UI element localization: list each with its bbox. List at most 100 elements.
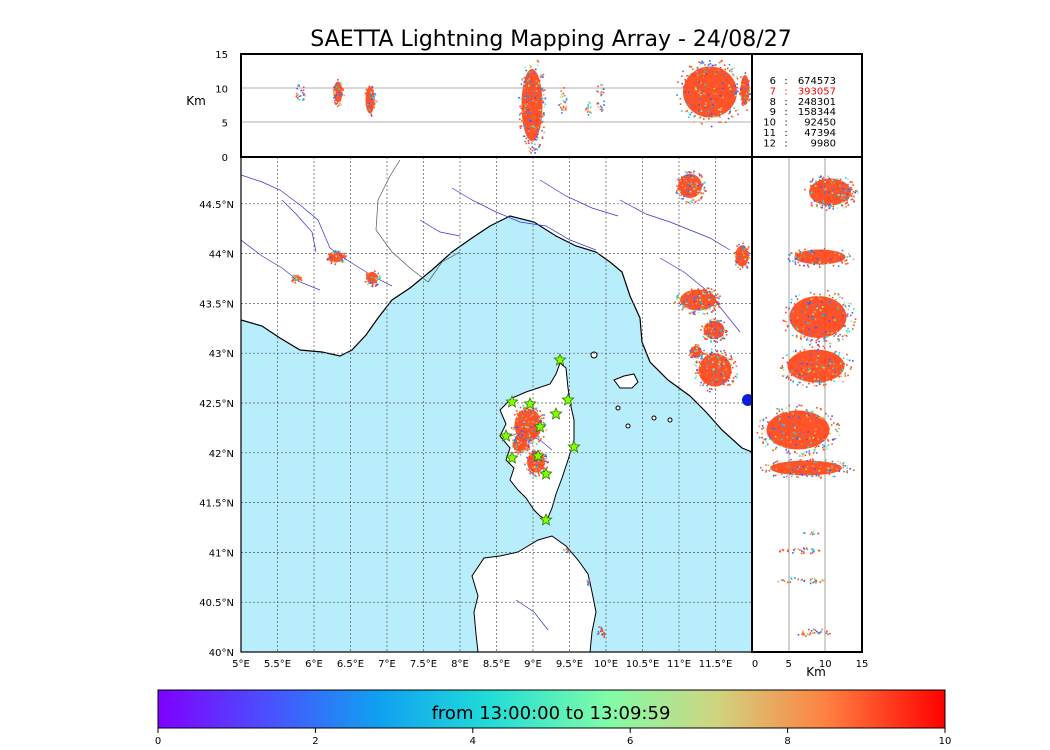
- alt-tick-label: 5: [222, 119, 228, 130]
- station-id: 9: [770, 107, 776, 118]
- country-borders: [375, 159, 461, 283]
- map-graticule: [241, 157, 752, 652]
- station-star-icon: [523, 396, 537, 410]
- lat-tick-label: 42°N: [209, 449, 234, 460]
- station-sep: :: [784, 138, 787, 149]
- lightning-sources-map: [291, 170, 750, 638]
- altitude-unit-top: Km: [186, 94, 206, 108]
- map-panel: [241, 157, 752, 652]
- station-sep: :: [784, 118, 787, 129]
- alt-tick-label: 5: [785, 659, 791, 670]
- station-count: 674573: [798, 76, 836, 87]
- station-sep: :: [784, 107, 787, 118]
- station-star-icon: [539, 512, 553, 526]
- altitude-unit-side: Km: [806, 665, 826, 679]
- station-star-icon: [505, 450, 519, 464]
- station-count: 9980: [811, 138, 836, 149]
- altitude-lat-panel: [756, 157, 859, 652]
- station-star-icon: [549, 406, 563, 420]
- station-count: 393057: [798, 86, 836, 97]
- station-star-icon: [553, 352, 567, 366]
- lightning-sources-alt-lat: [756, 175, 859, 637]
- colorbar-tick-label: 0: [155, 736, 161, 747]
- station-star-icon: [533, 419, 547, 433]
- station-star-icon: [531, 448, 545, 462]
- station-stats-list: 6:6745737:3930578:2483019:15834410:92450…: [763, 76, 836, 149]
- lon-tick-label: 5.5°E: [264, 659, 291, 670]
- colorbar: [157, 689, 946, 729]
- lat-tick-label: 41.5°N: [199, 499, 234, 510]
- station-id: 6: [770, 76, 776, 87]
- station-id: 10: [763, 118, 776, 129]
- longitude-tick-labels: 5°E 5.5°E 6°E 6.5°E 7°E 7.5°E 8°E 8.5°E 9°E 9.5°E…: [232, 659, 732, 670]
- station-sep: :: [784, 86, 787, 97]
- station-stats-box: [751, 53, 863, 158]
- colorbar-tick-label: 4: [470, 736, 476, 747]
- lat-tick-label: 44.5°N: [199, 200, 234, 211]
- alt-tick-label: 10: [215, 84, 228, 95]
- station-id: 7: [770, 86, 776, 97]
- network-center-marker: [742, 394, 752, 406]
- sardinia-island: [471, 535, 597, 652]
- lon-tick-label: 9°E: [524, 659, 542, 670]
- station-id: 11: [763, 128, 776, 139]
- colorbar-tick-label: 8: [784, 736, 790, 747]
- station-count: 92450: [804, 118, 836, 129]
- station-sep: :: [784, 97, 787, 108]
- altitude-tick-labels-top: 0 5 10 15: [215, 50, 228, 164]
- lon-tick-label: 10.5°E: [626, 659, 660, 670]
- station-star-icon: [499, 428, 513, 442]
- lon-tick-label: 9.5°E: [556, 659, 583, 670]
- lat-tick-label: 40°N: [209, 648, 234, 659]
- lat-tick-label: 43.5°N: [199, 299, 234, 310]
- lat-tick-label: 43°N: [209, 349, 234, 360]
- top-panel-frame: [240, 53, 753, 158]
- station-count: 248301: [798, 97, 836, 108]
- alt-tick-label: 0: [222, 153, 228, 164]
- station-id: 8: [770, 97, 776, 108]
- lma-station-markers: [499, 352, 581, 526]
- alt-tick-label: 15: [215, 50, 228, 61]
- side-panel-frame: [751, 156, 863, 653]
- colorbar-tick-label: 2: [312, 736, 318, 747]
- colorbar-tick-label: 10: [939, 736, 952, 747]
- lon-tick-label: 7°E: [378, 659, 396, 670]
- station-star-icon: [539, 466, 553, 480]
- alt-tick-label: 10: [819, 659, 832, 670]
- station-id: 12: [763, 138, 776, 149]
- figure-title: SAETTA Lightning Mapping Array - 24/08/2…: [310, 27, 791, 52]
- station-count: 158344: [798, 107, 836, 118]
- lon-altitude-panel: [241, 59, 752, 154]
- lon-tick-label: 10°E: [594, 659, 618, 670]
- altitude-tick-labels-side: 0 5 10 15: [752, 659, 869, 670]
- lon-tick-label: 8°E: [451, 659, 469, 670]
- lon-tick-label: 6°E: [305, 659, 323, 670]
- station-star-icon: [505, 394, 519, 408]
- lon-tick-label: 7.5°E: [410, 659, 437, 670]
- lat-tick-label: 40.5°N: [199, 598, 234, 609]
- latitude-tick-labels: 40°N 40.5°N 41°N 41.5°N 42°N 42.5°N 43°N 43.5°N…: [199, 200, 234, 659]
- lon-tick-label: 6.5°E: [337, 659, 364, 670]
- coastline: [241, 215, 752, 453]
- station-sep: :: [784, 128, 787, 139]
- alt-tick-label: 0: [752, 659, 758, 670]
- colorbar-ticks: 0 2 4 6 8 10: [155, 728, 952, 747]
- station-star-icon: [567, 439, 581, 453]
- corsica-island: [499, 362, 575, 521]
- lat-tick-label: 41°N: [209, 548, 234, 559]
- alt-tick-label: 15: [856, 659, 869, 670]
- lon-tick-label: 11°E: [667, 659, 691, 670]
- lon-tick-label: 11.5°E: [699, 659, 733, 670]
- lon-tick-label: 8.5°E: [483, 659, 510, 670]
- lon-tick-label: 5°E: [232, 659, 250, 670]
- colorbar-label: from 13:00:00 to 13:09:59: [432, 703, 671, 724]
- station-star-icon: [561, 392, 575, 406]
- lat-tick-label: 42.5°N: [199, 399, 234, 410]
- station-count: 47394: [804, 128, 836, 139]
- elba-island: [613, 373, 639, 389]
- lightning-sources-lon-alt: [295, 59, 751, 154]
- lat-tick-label: 44°N: [209, 250, 234, 261]
- colorbar-tick-label: 6: [627, 736, 633, 747]
- station-sep: :: [784, 76, 787, 87]
